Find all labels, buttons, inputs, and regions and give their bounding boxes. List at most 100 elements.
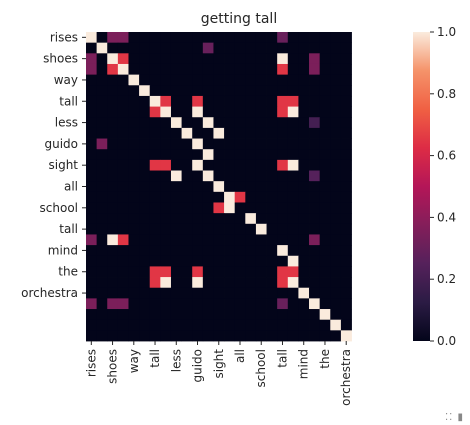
y-tick-label: the: [58, 265, 78, 279]
heatmap-cell: [213, 170, 225, 182]
heatmap-cell: [319, 309, 331, 321]
heatmap-cell: [128, 32, 140, 44]
heatmap-cell: [170, 170, 182, 182]
heatmap-cell: [319, 74, 331, 86]
heatmap-cell: [107, 127, 119, 139]
heatmap-cell: [330, 53, 342, 65]
heatmap-cell: [266, 32, 278, 44]
heatmap-cell: [224, 191, 236, 203]
heatmap-cell: [234, 202, 246, 214]
heatmap-cell: [107, 213, 119, 225]
heatmap-cell: [202, 191, 214, 203]
heatmap-cell: [107, 138, 119, 150]
heatmap-cell: [117, 117, 129, 129]
y-tick-label: shoes: [43, 52, 78, 66]
y-tick-label: mind: [48, 243, 78, 257]
heatmap-cell: [266, 106, 278, 118]
heatmap-cell: [170, 74, 182, 86]
heatmap-cell: [277, 138, 289, 150]
heatmap-cell: [96, 32, 108, 44]
x-tick-label: school: [254, 349, 268, 387]
heatmap-cell: [170, 117, 182, 129]
heatmap-cell: [224, 63, 236, 76]
heatmap-cell: [277, 117, 289, 129]
heatmap-cell: [309, 298, 321, 310]
heatmap-cell: [234, 266, 246, 278]
heatmap-cell: [277, 234, 289, 246]
heatmap-cell: [160, 277, 172, 289]
heatmap-cell: [340, 309, 352, 321]
heatmap-cell: [170, 53, 182, 65]
heatmap-cell: [340, 319, 352, 331]
heatmap-cell: [309, 42, 321, 54]
heatmap-cell: [319, 223, 331, 235]
y-tick-label: all: [64, 180, 78, 194]
heatmap-cell: [298, 42, 310, 54]
heatmap-cell: [298, 330, 310, 342]
heatmap-cell: [128, 213, 140, 225]
heatmap-cell: [149, 223, 161, 235]
heatmap-cell: [96, 223, 108, 235]
heatmap-cell: [96, 117, 108, 129]
heatmap-cell: [266, 95, 278, 107]
heatmap-cell: [139, 287, 151, 299]
heatmap-cell: [128, 319, 140, 331]
heatmap-cell: [298, 85, 310, 97]
heatmap-cell: [266, 42, 278, 54]
heatmap-cell: [107, 266, 119, 278]
heatmap-cell: [340, 106, 352, 118]
heatmap-cell: [255, 277, 267, 289]
heatmap-cell: [277, 245, 289, 257]
heatmap-cell: [340, 42, 352, 54]
x-tick-label: rises: [84, 349, 98, 377]
heatmap-cell: [309, 117, 321, 129]
heatmap-cell: [170, 223, 182, 235]
heatmap-cell: [170, 32, 182, 44]
heatmap-cell: [139, 213, 151, 225]
heatmap-cell: [330, 309, 342, 321]
heatmap-cell: [139, 234, 151, 246]
heatmap-cell: [319, 63, 331, 76]
heatmap-cell: [139, 298, 151, 310]
heatmap-cell: [149, 234, 161, 246]
heatmap-cell: [340, 245, 352, 257]
heatmap-cell: [128, 53, 140, 65]
heatmap-cell: [287, 298, 299, 310]
heatmap-cell: [266, 266, 278, 278]
heatmap-cell: [266, 85, 278, 97]
heatmap-cell: [277, 106, 289, 118]
heatmap-cell: [330, 149, 342, 161]
heatmap-cell: [266, 255, 278, 267]
heatmap-cell: [277, 74, 289, 86]
heatmap-cell: [202, 63, 214, 76]
heatmap-cell: [340, 170, 352, 182]
heatmap-cell: [160, 53, 172, 65]
y-tick-label: tall: [59, 94, 78, 108]
heatmap-cell: [160, 309, 172, 321]
heatmap-cell: [160, 138, 172, 150]
heatmap-cell: [202, 309, 214, 321]
heatmap-cell: [149, 127, 161, 139]
heatmap-cell: [181, 309, 193, 321]
heatmap-cell: [117, 255, 129, 267]
heatmap-cell: [160, 127, 172, 139]
heatmap-cell: [139, 159, 151, 171]
heatmap-cell: [192, 213, 204, 225]
heatmap-cell: [309, 319, 321, 331]
heatmap-cell: [107, 255, 119, 267]
heatmap-cell: [160, 159, 172, 171]
heatmap-cell: [86, 127, 98, 139]
heatmap-cell: [340, 255, 352, 267]
heatmap-cell: [202, 74, 214, 86]
heatmap-cell: [287, 309, 299, 321]
heatmap-cell: [202, 234, 214, 246]
heatmap-cell: [128, 95, 140, 107]
heatmap-cell: [181, 127, 193, 139]
heatmap-cell: [117, 202, 129, 214]
heatmap-cell: [117, 85, 129, 97]
heatmap-cell: [213, 213, 225, 225]
heatmap-cell: [213, 330, 225, 342]
heatmap-cell: [277, 330, 289, 342]
x-tick-label: all: [233, 349, 247, 363]
heatmap-cell: [309, 159, 321, 171]
